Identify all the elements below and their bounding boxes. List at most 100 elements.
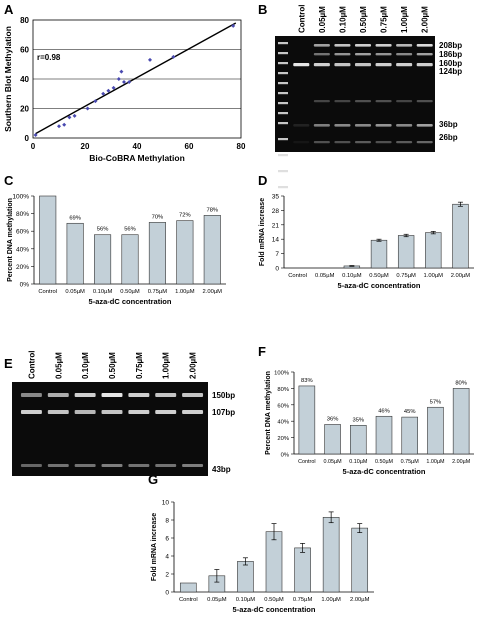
- data-point: [148, 57, 152, 62]
- y-tick-label: 2: [165, 572, 169, 579]
- bar: [294, 547, 311, 593]
- gel-band: [293, 63, 310, 67]
- y-tick-label: 20%: [277, 436, 289, 442]
- x-tick-label: 80: [237, 142, 246, 151]
- data-label: 78%: [206, 207, 218, 213]
- lane-label: 0.05µM: [318, 6, 327, 33]
- lane-label: Control: [297, 5, 306, 33]
- gel-band: [334, 141, 351, 144]
- x-tick-label: 20: [81, 142, 90, 151]
- y-tick-label: 40%: [277, 420, 289, 426]
- lane-label: 0.75µM: [380, 6, 389, 33]
- data-label: 36%: [327, 416, 339, 422]
- y-tick-label: 100%: [274, 371, 289, 377]
- category-label: 0.05µM: [324, 459, 343, 465]
- bar: [401, 416, 418, 455]
- y-tick-label: 40: [20, 75, 29, 84]
- gel-band: [47, 410, 69, 414]
- fit-line: [35, 22, 237, 135]
- bar: [237, 561, 254, 593]
- y-tick-label: 10: [162, 500, 170, 507]
- band-size-label: 107bp: [212, 408, 235, 417]
- y-tick-label: 80%: [16, 211, 29, 218]
- bar: [203, 215, 221, 285]
- lane-label: 0.50µM: [359, 6, 368, 33]
- category-label: 0.10µM: [236, 597, 256, 603]
- y-tick-label: 60: [20, 46, 29, 55]
- data-label: 56%: [97, 227, 109, 233]
- gel-band: [334, 63, 351, 67]
- lane-label: 1.00µM: [162, 352, 171, 379]
- category-label: 2.00µM: [203, 289, 223, 295]
- category-label: 0.05µM: [207, 597, 227, 603]
- ladder-band: [278, 82, 288, 85]
- data-label: 72%: [179, 213, 191, 219]
- y-axis-label: Southern Blot Methylation: [3, 26, 13, 132]
- lane-label: 0.75µM: [135, 352, 144, 379]
- gel-band: [101, 393, 123, 397]
- gel-band: [396, 100, 413, 103]
- gel-band: [416, 53, 433, 56]
- x-axis-label: Bio-CoBRA Methylation: [89, 153, 185, 163]
- panel-label-d: D: [258, 173, 267, 188]
- bar: [425, 232, 442, 269]
- gel-band: [416, 100, 433, 103]
- bar: [452, 203, 469, 269]
- lane-label: 2.00µM: [421, 6, 430, 33]
- x-axis-label: 5-aza-dC concentration: [343, 467, 426, 476]
- lane-label: 1.00µM: [400, 6, 409, 33]
- gel-band: [155, 464, 177, 467]
- y-tick-label: 14: [272, 237, 280, 244]
- gel-band: [313, 44, 330, 47]
- gel-band: [74, 410, 96, 414]
- gel-band: [396, 141, 413, 144]
- bar: [452, 388, 470, 455]
- data-point: [57, 124, 61, 129]
- gel-band: [375, 141, 392, 144]
- y-tick-label: 20: [20, 105, 29, 114]
- y-tick-label: 40%: [16, 246, 29, 253]
- gel-band: [396, 63, 413, 67]
- data-label: 35%: [352, 417, 364, 423]
- ladder-band: [278, 138, 288, 141]
- gel-band: [354, 63, 372, 67]
- panel-label-f: F: [258, 344, 266, 359]
- bar: [179, 582, 197, 593]
- gel-band: [396, 53, 413, 56]
- gel-band: [354, 141, 372, 144]
- gel-band: [128, 393, 150, 397]
- gel-band: [354, 53, 372, 56]
- category-label: 1.00µM: [426, 459, 445, 465]
- gel-band: [334, 124, 351, 127]
- category-label: 0.05µM: [315, 273, 335, 279]
- bar: [298, 385, 316, 455]
- gel-band: [74, 393, 96, 397]
- gel-image: [12, 382, 208, 476]
- ladder-band: [278, 52, 288, 55]
- category-label: 2.00µM: [451, 273, 471, 279]
- data-point: [33, 133, 38, 138]
- data-label: 45%: [404, 409, 416, 415]
- gel-band: [313, 53, 330, 56]
- bar: [94, 234, 112, 285]
- y-tick-label: 35: [272, 194, 280, 201]
- x-tick-label: 0: [31, 142, 36, 151]
- gel-band: [128, 410, 150, 414]
- category-label: 0.50µM: [375, 459, 394, 465]
- band-size-label: 43bp: [212, 465, 231, 474]
- category-label: 0.50µM: [120, 289, 140, 295]
- gel-band: [375, 53, 392, 56]
- data-point: [72, 113, 77, 118]
- y-axis-label: Percent DNA methylation: [265, 371, 272, 455]
- y-axis-label: Percent DNA methylation: [7, 198, 14, 282]
- gel-band: [155, 410, 177, 414]
- gel-band: [101, 410, 123, 414]
- gel-band: [293, 141, 310, 144]
- data-point: [127, 79, 132, 84]
- y-tick-label: 80: [20, 16, 29, 25]
- bar: [351, 527, 369, 593]
- lane-label: 2.00µM: [189, 352, 198, 379]
- band-size-label: 160bp: [439, 59, 462, 68]
- gel-band: [313, 124, 330, 127]
- x-axis-label: 5-aza-dC concentration: [338, 281, 421, 290]
